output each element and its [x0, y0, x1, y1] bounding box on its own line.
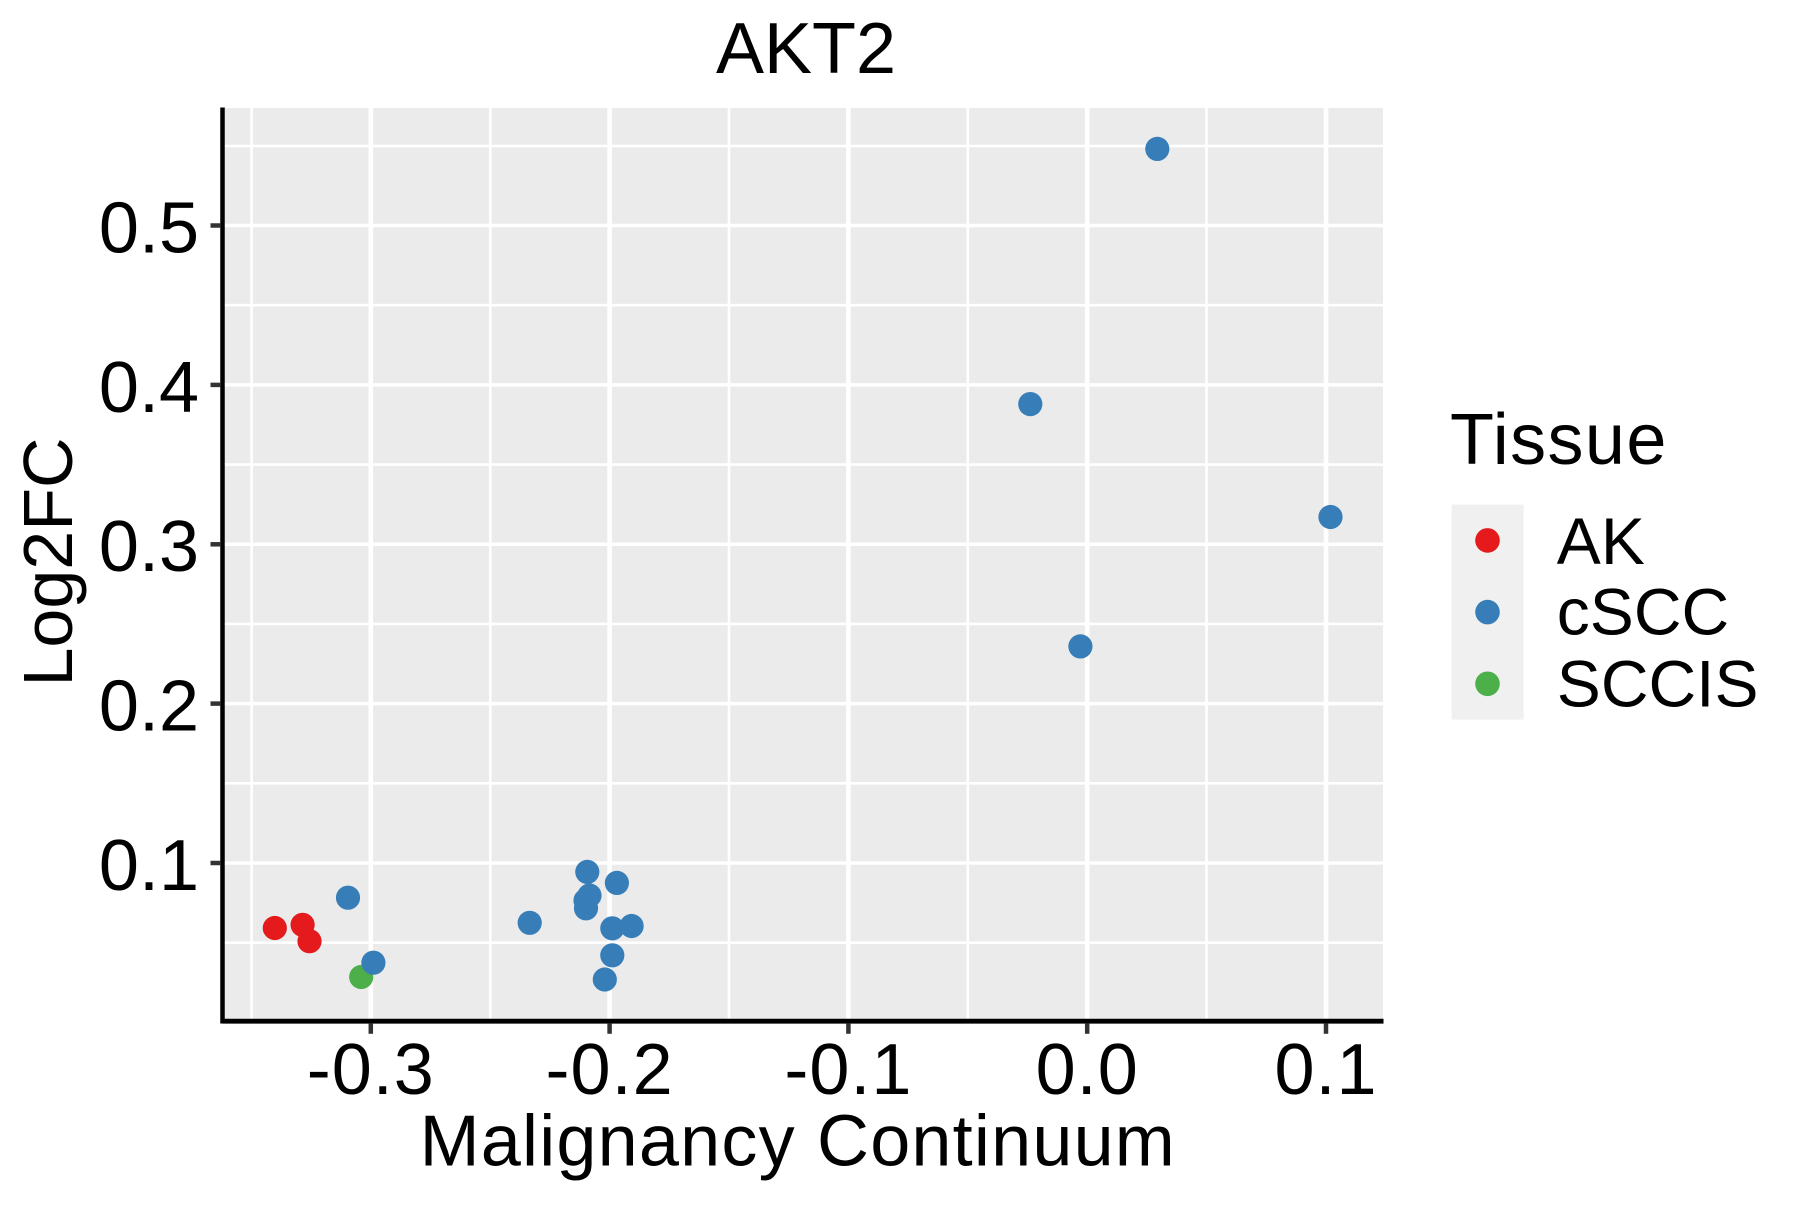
svg-text:cSCC: cSCC [1557, 575, 1729, 649]
svg-text:0.4: 0.4 [99, 348, 199, 428]
svg-text:0.0: 0.0 [1036, 1030, 1139, 1110]
svg-text:0.1: 0.1 [1274, 1030, 1377, 1110]
svg-text:0.5: 0.5 [99, 188, 199, 268]
svg-text:-0.2: -0.2 [546, 1030, 674, 1110]
svg-text:Log2FC: Log2FC [9, 437, 87, 686]
svg-text:-0.3: -0.3 [307, 1030, 435, 1110]
svg-text:0.2: 0.2 [99, 667, 199, 747]
svg-text:AK: AK [1557, 504, 1645, 578]
svg-text:0.3: 0.3 [99, 507, 199, 587]
svg-text:AKT2: AKT2 [716, 9, 896, 89]
svg-text:Tissue: Tissue [1450, 400, 1668, 480]
svg-text:0.1: 0.1 [99, 826, 199, 906]
svg-text:-0.1: -0.1 [784, 1030, 912, 1110]
svg-text:SCCIS: SCCIS [1557, 646, 1759, 720]
svg-text:Malignancy Continuum: Malignancy Continuum [420, 1102, 1176, 1182]
